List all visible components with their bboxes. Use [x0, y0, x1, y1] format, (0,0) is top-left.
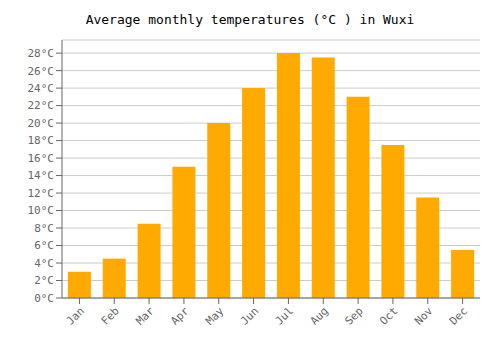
svg-text:Nov: Nov	[412, 304, 436, 328]
html-text:Average monthly temperatures (: Average monthly temperatures (°C ) in Wu…	[85, 12, 415, 27]
svg-text:May: May	[203, 304, 227, 328]
svg-text:0°C: 0°C	[34, 292, 54, 305]
svg-text:Feb: Feb	[99, 304, 122, 327]
svg-text:16°C: 16°C	[28, 152, 55, 165]
svg-text:22°C: 22°C	[28, 99, 55, 112]
svg-text:Sep: Sep	[342, 304, 365, 327]
svg-text:24°C: 24°C	[28, 82, 55, 95]
svg-text:12°C: 12°C	[28, 187, 55, 200]
svg-text:Jun: Jun	[238, 304, 261, 327]
svg-text:18°C: 18°C	[28, 134, 55, 147]
svg-text:Jan: Jan	[64, 304, 87, 327]
svg-text:Oct: Oct	[377, 304, 400, 327]
svg-text:Apr: Apr	[168, 304, 192, 328]
svg-text:28°C: 28°C	[28, 47, 55, 60]
svg-text:Jul: Jul	[273, 304, 296, 327]
svg-text:4°C: 4°C	[34, 257, 54, 270]
svg-text:20°C: 20°C	[28, 117, 55, 130]
svg-text:2°C: 2°C	[34, 274, 54, 287]
svg-text:Mar: Mar	[133, 304, 157, 328]
svg-text:6°C: 6°C	[34, 239, 54, 252]
svg-text:Dec: Dec	[447, 304, 470, 327]
svg-text:10°C: 10°C	[28, 204, 55, 217]
svg-text:8°C: 8°C	[34, 222, 54, 235]
svg-text:26°C: 26°C	[28, 65, 55, 78]
svg-text:Aug: Aug	[308, 304, 331, 327]
svg-text:14°C: 14°C	[28, 169, 55, 182]
